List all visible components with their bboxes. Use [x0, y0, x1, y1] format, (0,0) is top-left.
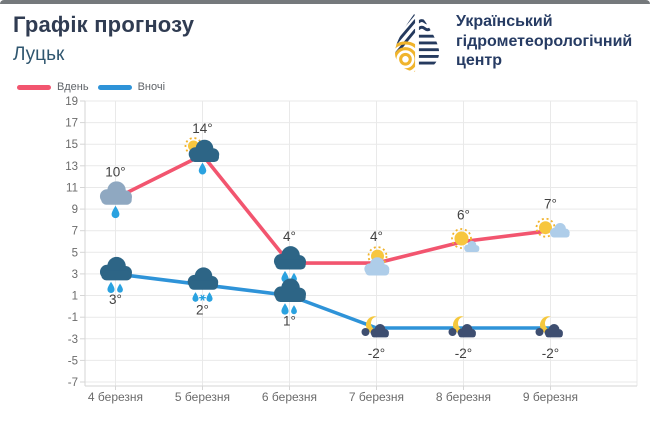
legend-item-day[interactable]: Вдень: [17, 81, 89, 93]
y-axis-label: -5: [68, 355, 78, 367]
weather-icon-moon-cloud: [448, 316, 476, 338]
y-axis-label: 15: [65, 139, 78, 151]
y-axis-label: 17: [65, 118, 78, 130]
weather-icon-rain-cloud-dark: [273, 246, 306, 283]
weather-icon-rain-cloud-dark: [273, 278, 306, 315]
uhmc-logo-icon: [394, 13, 440, 72]
top-edge: [0, 0, 650, 4]
y-axis-label: 13: [65, 161, 78, 173]
day-series-swatch: [17, 84, 51, 90]
temp-label: 1°: [283, 314, 296, 329]
city-name: Луцьк: [13, 44, 65, 65]
x-axis-label: 9 березня: [523, 390, 578, 404]
y-axis-label: -3: [68, 334, 78, 346]
y-axis-label: 7: [72, 226, 78, 238]
legend-item-night[interactable]: Вночі: [97, 81, 166, 93]
day-series-line: [113, 153, 553, 265]
y-axis-label: 1: [72, 291, 78, 303]
night-series-swatch: [97, 84, 132, 90]
chart-legend: Вдень Вночі: [17, 81, 165, 93]
weather-icon-moon-cloud: [535, 316, 563, 338]
weather-icon-sun-small-cloud: [451, 228, 480, 252]
x-axis-label: 7 березня: [349, 390, 404, 404]
weather-icon-sun-behind-cloud: [364, 246, 390, 276]
night-series-label: Вночі: [137, 81, 166, 93]
logo-line-2: гідрометеорологічний: [456, 32, 633, 50]
y-axis-label: 5: [72, 247, 78, 259]
temp-label: 4°: [370, 229, 383, 244]
x-axis-label: 4 березня: [88, 390, 143, 404]
weather-icon-rain-snow-cloud-dark: [187, 267, 219, 302]
temp-label: 2°: [196, 303, 209, 318]
temp-label: -2°: [542, 346, 559, 361]
y-axis-label: -1: [68, 312, 78, 324]
weather-icon-moon-cloud: [361, 316, 389, 338]
page-title: Графік прогнозу: [13, 12, 195, 37]
y-axis-label: 19: [65, 96, 78, 108]
temp-label: -2°: [455, 346, 472, 361]
temp-label: 3°: [109, 292, 122, 307]
logo-line-3: центр: [456, 52, 503, 69]
y-axis-label: 3: [72, 269, 78, 281]
night-series-line: [113, 272, 553, 330]
weather-icon-sun-cloud-right: [535, 217, 570, 238]
weather-icon-sun-rain-cloud: [184, 137, 220, 175]
temp-label: 6°: [457, 208, 470, 223]
temp-label: -2°: [368, 346, 385, 361]
uhmc-logo-text: Український гідрометеорологічний центр: [456, 12, 632, 71]
x-axis-label: 6 березня: [262, 390, 317, 404]
x-axis-label: 5 березня: [175, 390, 230, 404]
y-axis-label: -7: [68, 377, 78, 389]
y-axis-label: 9: [72, 204, 78, 216]
logo-line-1: Український: [456, 13, 553, 30]
temp-label: 7°: [544, 197, 557, 212]
weather-icon-rain-cloud-dark: [99, 256, 132, 294]
day-series-label: Вдень: [57, 81, 89, 93]
uhmc-logo: Український гідрометеорологічний центр: [392, 8, 632, 74]
weather-icon-rain-cloud-light: [99, 181, 132, 219]
temp-label: 10°: [105, 164, 125, 179]
x-axis-label: 8 березня: [436, 390, 491, 404]
temp-label: 14°: [192, 121, 212, 136]
temp-label: 4°: [283, 229, 296, 244]
y-axis-label: 11: [66, 183, 78, 195]
